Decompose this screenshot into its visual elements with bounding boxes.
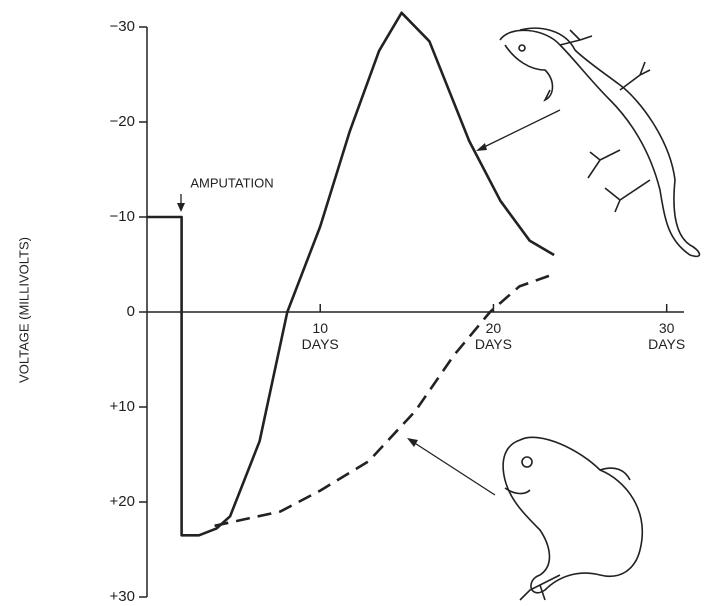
- y-tick-label: +10: [110, 398, 135, 415]
- data-line: [147, 13, 554, 536]
- y-tick-label: +20: [110, 493, 135, 510]
- chart-container: VOLTAGE (MILLIVOLTS) AMPUTATION −30 −20 −1…: [0, 0, 708, 606]
- salamander-illustration: [500, 28, 699, 256]
- frog-illustration: [503, 437, 642, 600]
- y-tick-label: −20: [110, 113, 135, 130]
- x-tick-label: 20 DAYS: [471, 320, 515, 352]
- x-tick-label: 10 DAYS: [298, 320, 342, 352]
- y-tick-label: −10: [110, 208, 135, 225]
- annotation-arrowhead: [177, 203, 185, 212]
- x-tick-label: 30 DAYS: [645, 320, 689, 352]
- y-tick-label: 0: [127, 303, 135, 320]
- chart: VOLTAGE (MILLIVOLTS) AMPUTATION −30 −20 −1…: [0, 0, 708, 606]
- y-tick-label: +30: [110, 588, 135, 605]
- salamander-arrowhead: [476, 143, 487, 151]
- frog-arrow: [410, 440, 495, 495]
- y-axis-label: VOLTAGE (MILLIVOLTS): [16, 237, 31, 383]
- salamander-arrow: [478, 110, 560, 150]
- annotation: AMPUTATION: [190, 175, 273, 190]
- frog-arrowhead: [407, 438, 418, 447]
- y-tick-label: −30: [110, 18, 135, 35]
